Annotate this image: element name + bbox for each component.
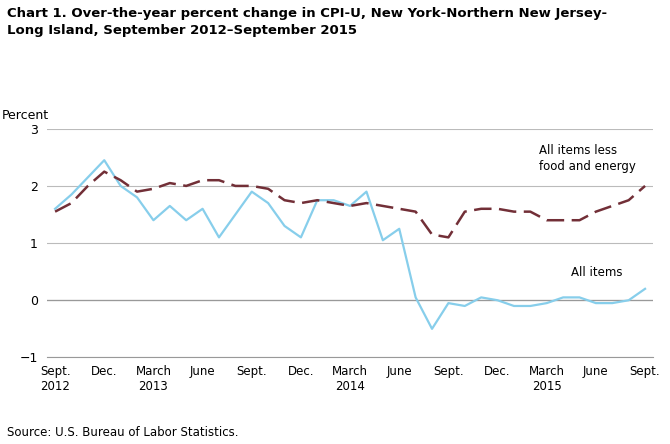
Text: Source: U.S. Bureau of Labor Statistics.: Source: U.S. Bureau of Labor Statistics. — [7, 426, 239, 439]
Text: All items: All items — [572, 266, 623, 278]
Text: Chart 1. Over-the-year percent change in CPI-U, New York-Northern New Jersey-
Lo: Chart 1. Over-the-year percent change in… — [7, 7, 607, 37]
Text: All items less
food and energy: All items less food and energy — [539, 144, 635, 173]
Text: Percent: Percent — [1, 109, 48, 122]
